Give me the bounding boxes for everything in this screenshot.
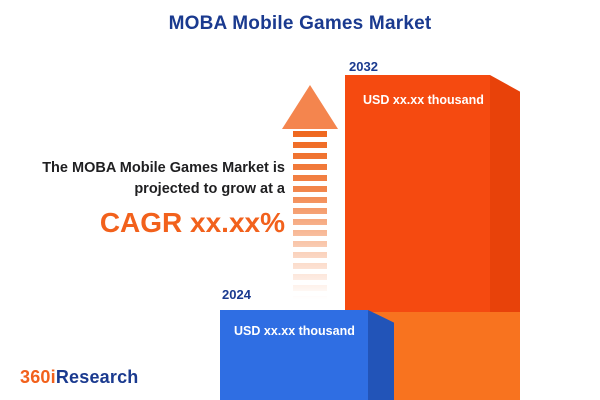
arrow-shaft-icon [293, 131, 327, 299]
bar-2024-side-face [368, 310, 394, 400]
arrow-head-icon [282, 85, 338, 129]
bar-2032-side-face [490, 75, 520, 312]
annotation-line-2: projected to grow at a [134, 181, 285, 197]
bar-2024-year-label: 2024 [222, 287, 251, 302]
bar-2032-value-label: USD xx.xx thousand [363, 93, 484, 107]
bar-2032-year-label: 2032 [349, 59, 378, 74]
bar-2024: USD xx.xx thousand [220, 310, 368, 400]
logo-research: Research [55, 367, 139, 387]
logo-360i: 360i [20, 367, 56, 387]
cagr-value: CAGR xx.xx% [99, 207, 285, 238]
growth-annotation: The MOBA Mobile Games Market is projecte… [0, 158, 285, 239]
bar-2024-value-label: USD xx.xx thousand [234, 324, 355, 338]
page-title: MOBA Mobile Games Market [168, 13, 432, 34]
growth-arrow-icon [282, 85, 338, 300]
logo: 360iResearch [20, 367, 139, 388]
annotation-line-1: The MOBA Mobile Games Market is [42, 160, 285, 176]
bar-2032: USD xx.xx thousand [345, 75, 490, 312]
